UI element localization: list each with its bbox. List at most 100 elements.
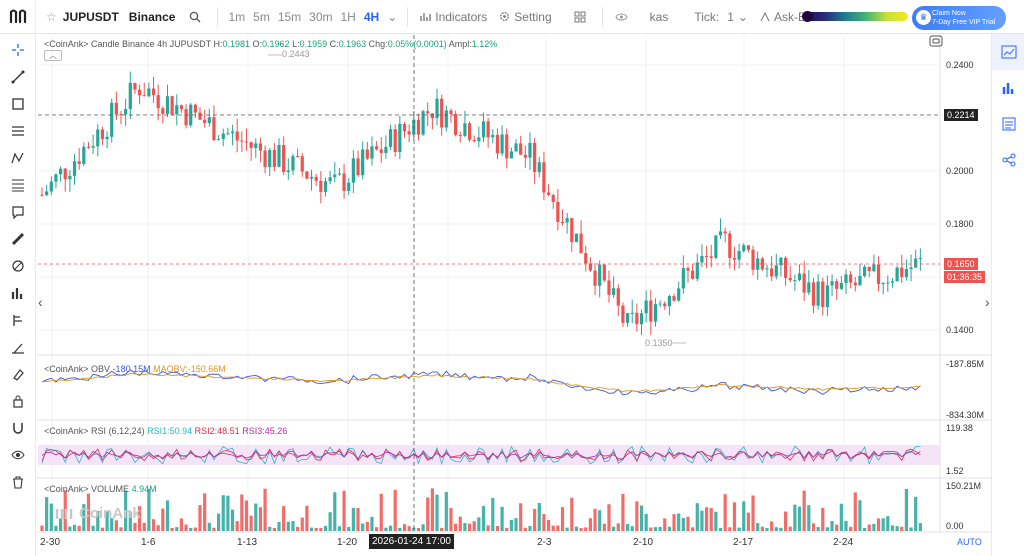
lock-icon[interactable] xyxy=(0,387,36,414)
setting-button[interactable]: Setting xyxy=(493,10,557,24)
timeframe-dropdown-chevron-icon[interactable]: ⌄ xyxy=(387,9,398,24)
scroll-right-chevron-icon[interactable]: › xyxy=(985,294,990,310)
position-tool-icon[interactable] xyxy=(0,306,36,333)
volume-bar xyxy=(356,507,360,531)
candle-body xyxy=(300,156,304,172)
volume-bar xyxy=(704,507,709,531)
volume-bar xyxy=(612,526,616,531)
chg-label: Chg: xyxy=(368,39,388,49)
magnet-icon[interactable] xyxy=(0,414,36,441)
volume-bar xyxy=(533,508,537,531)
candle-body xyxy=(602,264,606,281)
chart-panel-icon[interactable] xyxy=(992,34,1024,70)
trendline-tool-icon[interactable] xyxy=(0,63,36,90)
volume-bar xyxy=(175,527,179,531)
candle-body xyxy=(379,149,383,153)
search-icon[interactable] xyxy=(189,11,201,23)
crosshair-tool-icon[interactable] xyxy=(0,36,36,63)
ruler-tool-icon[interactable] xyxy=(0,225,36,252)
candle-body xyxy=(658,303,662,305)
visibility-eye-icon[interactable] xyxy=(0,441,36,468)
volume-bar xyxy=(416,527,421,531)
timeframe-30m[interactable]: 30m xyxy=(309,9,333,24)
volume-bar xyxy=(560,507,565,531)
volume-bar xyxy=(862,527,867,531)
candle-body xyxy=(342,173,346,191)
candle-body xyxy=(881,282,885,285)
candle-body xyxy=(230,131,235,134)
bars-panel-icon[interactable] xyxy=(992,70,1024,106)
app-logo[interactable] xyxy=(0,0,36,34)
candle-body xyxy=(430,113,434,118)
text-note-tool-icon[interactable] xyxy=(0,198,36,225)
gear-icon xyxy=(500,12,510,21)
volume-bar xyxy=(677,513,681,531)
eraser-tool-icon[interactable] xyxy=(0,360,36,387)
candle-body xyxy=(161,108,165,114)
volume-bar xyxy=(426,497,430,531)
candle-body xyxy=(217,139,221,141)
candle-body xyxy=(68,175,72,180)
candle-body xyxy=(291,155,295,171)
volume-bar xyxy=(839,503,843,531)
trash-icon[interactable] xyxy=(0,468,36,495)
pattern-tool-icon[interactable] xyxy=(0,144,36,171)
bar-chart-tool-icon[interactable] xyxy=(0,279,36,306)
countdown-tag: 01:36:35 xyxy=(944,271,986,283)
share-icon[interactable] xyxy=(992,142,1024,178)
volume-bar xyxy=(444,491,448,531)
heatmap-gradient-slider[interactable] xyxy=(804,12,908,21)
volume-bar xyxy=(528,525,532,531)
timeframe-4h[interactable]: 4H xyxy=(363,9,380,24)
volume-bar xyxy=(616,523,620,531)
last-price-tag: 0.1650 xyxy=(944,258,978,270)
timeframe-15m[interactable]: 15m xyxy=(277,9,302,24)
gradient-slider-handle[interactable] xyxy=(802,11,813,22)
indicators-button[interactable]: Indicators xyxy=(414,10,493,24)
volume-bar xyxy=(602,523,606,531)
brush-tool-icon[interactable] xyxy=(0,252,36,279)
timeframe-1h[interactable]: 1H xyxy=(340,9,356,24)
date-axis-label: 2-17 xyxy=(733,537,754,548)
volume-bar xyxy=(505,527,509,531)
tick-selector[interactable]: Tick: 1 ⌄ xyxy=(688,10,754,24)
volume-bar xyxy=(574,526,579,531)
rsi-axis-top: 119.38 xyxy=(946,423,973,433)
legend-collapse-button[interactable]: ︿ xyxy=(44,50,62,61)
volume-bar xyxy=(472,521,476,531)
vip-line1: Claim Now xyxy=(932,10,966,17)
candle-body xyxy=(444,110,448,128)
list-panel-icon[interactable] xyxy=(992,106,1024,142)
volume-bar xyxy=(621,493,625,531)
volume-bar xyxy=(258,507,263,531)
timeframe-5m[interactable]: 5m xyxy=(253,9,270,24)
rsi3-line xyxy=(41,450,921,460)
screenshot-icon[interactable] xyxy=(929,35,943,47)
timeframe-1m[interactable]: 1m xyxy=(228,9,246,24)
volume-bar xyxy=(886,516,890,531)
volume-bar xyxy=(398,527,402,531)
layout-button[interactable] xyxy=(568,11,592,23)
maobv-line xyxy=(41,372,921,393)
candle-body xyxy=(612,288,616,295)
symbol-selector[interactable]: ☆ JUPUSDT Binance xyxy=(36,10,211,24)
high-value: 0.1981 xyxy=(222,39,250,49)
source-button[interactable]: kas xyxy=(609,10,675,24)
volume-bar xyxy=(509,519,513,531)
candle-body xyxy=(574,233,579,243)
rectangle-tool-icon[interactable] xyxy=(0,90,36,117)
vip-trial-button[interactable]: ♛ Claim Now 7-Day Free VIP Trial xyxy=(912,6,1006,30)
favorite-star-icon[interactable]: ☆ xyxy=(46,9,57,24)
candle-body xyxy=(156,95,160,109)
scroll-left-chevron-icon[interactable]: ‹ xyxy=(38,294,43,310)
volume-bar xyxy=(277,521,281,531)
measure-tool-icon[interactable] xyxy=(0,333,36,360)
volume-bar xyxy=(821,507,825,531)
fib-tool-icon[interactable] xyxy=(0,171,36,198)
parallel-channel-tool-icon[interactable] xyxy=(0,117,36,144)
candle-body xyxy=(862,266,867,277)
candle-body xyxy=(607,280,611,295)
auto-scale-button[interactable]: AUTO xyxy=(957,537,982,547)
candle-body xyxy=(681,268,685,289)
